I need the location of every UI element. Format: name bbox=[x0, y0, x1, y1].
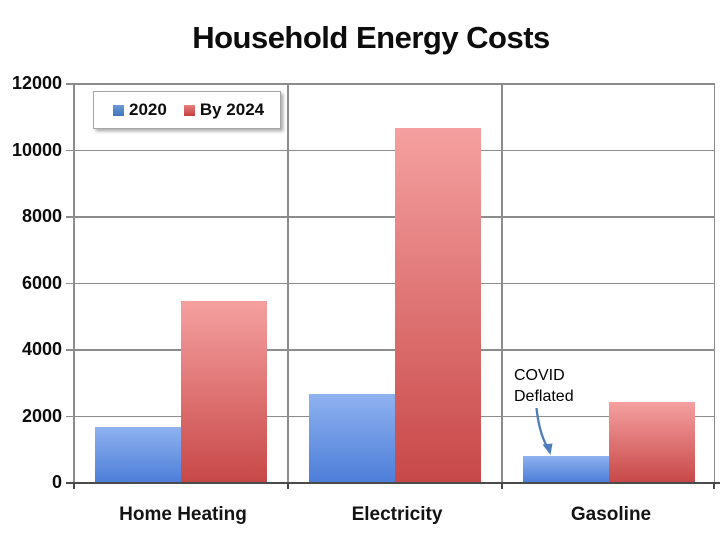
y-tick-4000 bbox=[66, 349, 73, 351]
x-axis-tick-3 bbox=[713, 483, 715, 489]
panel-border-3 bbox=[713, 84, 715, 483]
gridline-10000 bbox=[73, 149, 715, 152]
y-axis-label-6000: 6000 bbox=[21, 272, 62, 293]
x-axis-tick-0 bbox=[73, 483, 75, 489]
annotation-covid-deflated: COVID Deflated bbox=[514, 365, 574, 407]
legend-label-2020: 2020 bbox=[129, 100, 167, 119]
bar-gasoline-2020 bbox=[523, 456, 610, 482]
y-axis-labels: 0 2000 4000 6000 8000 10000 12000 bbox=[0, 0, 62, 540]
x-axis-label-electricity: Electricity bbox=[351, 504, 443, 525]
y-axis-label-12000: 12000 bbox=[11, 73, 62, 93]
gridline-6000 bbox=[73, 282, 715, 285]
bar-electricity-by-2024 bbox=[395, 127, 481, 482]
bar-home-heating-2020 bbox=[95, 427, 182, 482]
gridline-8000 bbox=[73, 216, 715, 218]
legend-swatch-by-2024 bbox=[183, 104, 195, 116]
x-axis-category-labels: Home Heating Electricity Gasoline bbox=[73, 504, 715, 532]
y-tick-2000 bbox=[66, 415, 73, 418]
y-tick-10000 bbox=[66, 149, 73, 152]
bar-home-heating-by-2024 bbox=[181, 300, 267, 482]
y-tick-6000 bbox=[66, 282, 73, 285]
plot-area bbox=[66, 83, 720, 489]
gridline-4000 bbox=[73, 349, 715, 351]
y-axis-label-2000: 2000 bbox=[21, 405, 62, 426]
legend-item-2020: 2020 bbox=[113, 100, 167, 120]
y-axis-label-8000: 8000 bbox=[21, 206, 62, 226]
gridline-12000 bbox=[73, 83, 715, 85]
y-axis-label-10000: 10000 bbox=[11, 139, 62, 160]
x-axis-label-gasoline: Gasoline bbox=[570, 504, 652, 525]
bar-gasoline-by-2024 bbox=[609, 402, 695, 482]
panel-border-1 bbox=[287, 84, 289, 483]
x-axis-line bbox=[66, 482, 720, 484]
panel-border-2 bbox=[501, 84, 503, 483]
legend-swatch-2020 bbox=[113, 104, 124, 116]
y-tick-8000 bbox=[66, 216, 73, 218]
panel-border-0 bbox=[73, 84, 75, 483]
y-axis-label-4000: 4000 bbox=[21, 339, 62, 359]
annotation-line-1: COVID bbox=[514, 367, 565, 384]
y-axis-label-0: 0 bbox=[51, 472, 62, 492]
annotation-line-2: Deflated bbox=[514, 388, 574, 405]
legend-label-by-2024: By 2024 bbox=[199, 100, 265, 119]
legend-item-by-2024: By 2024 bbox=[183, 100, 265, 120]
bar-electricity-2020 bbox=[309, 393, 396, 482]
legend: 2020 By 2024 bbox=[93, 91, 282, 129]
x-axis-tick-2 bbox=[501, 483, 503, 489]
y-tick-12000 bbox=[66, 83, 73, 85]
x-axis-label-home-heating: Home Heating bbox=[119, 504, 247, 525]
chart-title: Household Energy Costs bbox=[192, 20, 550, 55]
x-axis-tick-1 bbox=[287, 483, 289, 489]
